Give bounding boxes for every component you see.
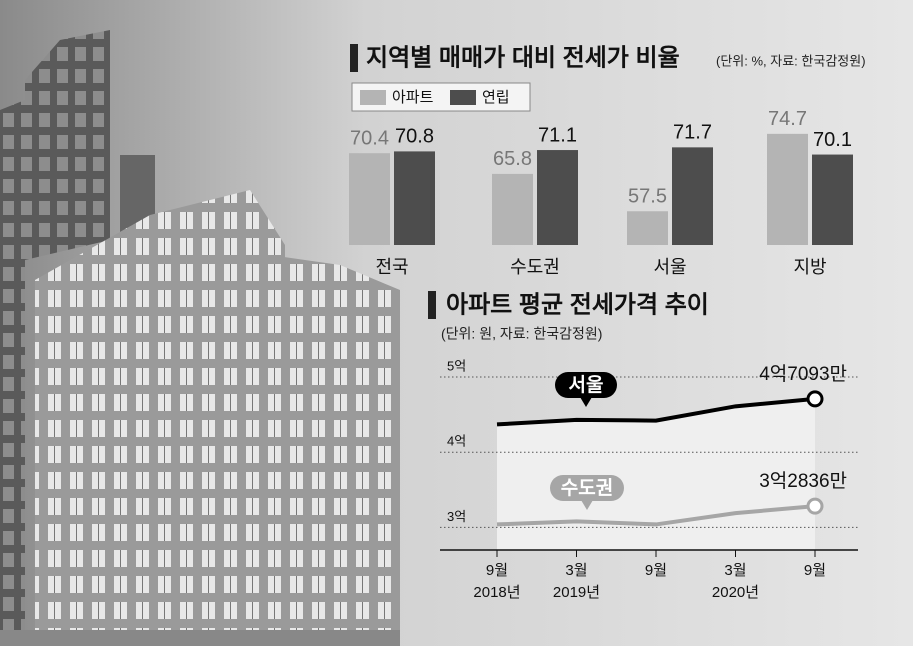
value-label: 57.5	[628, 186, 667, 208]
x-tick-label: 2019년	[553, 584, 600, 601]
value-label: 70.8	[395, 126, 434, 148]
legend-swatch	[450, 90, 476, 105]
value-label: 70.4	[350, 127, 389, 149]
y-tick-label: 3억	[447, 509, 466, 524]
building-photo	[0, 30, 400, 646]
bar	[394, 151, 435, 245]
legend-label: 연립	[482, 89, 510, 106]
x-tick-label: 수도권	[510, 257, 560, 277]
ratio-chart: 지역별 매매가 대비 전세가 비율 (단위: %, 자료: 한국감정원) 아파트…	[349, 44, 866, 277]
y-tick-label: 4억	[447, 434, 466, 449]
x-tick-label: 지방	[793, 257, 826, 277]
chart-title: 아파트 평균 전세가격 추이	[446, 291, 709, 318]
chart-subtitle: (단위: %, 자료: 한국감정원)	[716, 53, 866, 68]
title-marker	[350, 44, 358, 72]
value-label: 71.1	[538, 124, 577, 146]
chart-subtitle: (단위: 원, 자료: 한국감정원)	[441, 326, 602, 342]
bar	[672, 147, 713, 245]
bar	[492, 173, 533, 245]
x-tick-label: 2020년	[712, 584, 759, 601]
bar	[812, 154, 853, 245]
x-tick-label: 3월	[724, 562, 746, 579]
x-tick-label: 2018년	[473, 584, 520, 601]
bar	[627, 211, 668, 245]
end-point	[806, 390, 824, 408]
series-bubble	[550, 475, 624, 501]
x-tick-label: 9월	[804, 562, 826, 579]
value-label: 74.7	[768, 108, 807, 130]
x-tick-label: 서울	[653, 257, 686, 277]
x-tick-label: 9월	[645, 562, 667, 579]
value-label: 4억7093만	[759, 363, 847, 385]
price-chart: 아파트 평균 전세가격 추이 (단위: 원, 자료: 한국감정원) 3억 4억 5억…	[428, 291, 858, 601]
legend-label: 아파트	[392, 89, 434, 106]
series-label: 수도권	[561, 477, 613, 499]
series-label: 서울	[569, 374, 604, 396]
bar	[537, 150, 578, 245]
value-label: 65.8	[493, 148, 532, 170]
end-point	[806, 497, 824, 515]
value-label: 71.7	[673, 122, 712, 144]
title-marker	[428, 291, 436, 319]
x-tick-label: 전국	[375, 257, 408, 277]
series-bubble	[555, 372, 617, 398]
chart-title: 지역별 매매가 대비 전세가 비율	[366, 44, 680, 71]
line	[496, 396, 816, 427]
value-label: 70.1	[813, 129, 852, 151]
x-tick-label: 9월	[486, 562, 508, 579]
legend-swatch	[360, 90, 386, 105]
bar	[349, 153, 390, 245]
bubble-pointer	[581, 500, 593, 510]
value-label: 3억2836만	[759, 470, 847, 492]
line	[496, 504, 816, 527]
bubble-pointer	[580, 397, 592, 407]
y-tick-label: 5억	[447, 358, 466, 373]
x-tick-label: 3월	[565, 562, 587, 579]
bar	[767, 133, 808, 245]
